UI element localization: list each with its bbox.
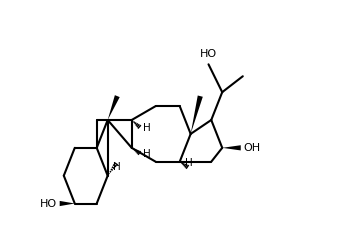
Text: HO: HO <box>40 198 57 208</box>
Text: H: H <box>142 123 150 133</box>
Text: H: H <box>185 158 193 168</box>
Text: H: H <box>142 149 150 159</box>
Text: H: H <box>114 162 121 172</box>
Text: HO: HO <box>200 49 217 59</box>
Polygon shape <box>60 201 75 206</box>
Polygon shape <box>108 95 120 120</box>
Text: OH: OH <box>243 143 260 153</box>
Polygon shape <box>222 145 241 150</box>
Polygon shape <box>191 95 203 134</box>
